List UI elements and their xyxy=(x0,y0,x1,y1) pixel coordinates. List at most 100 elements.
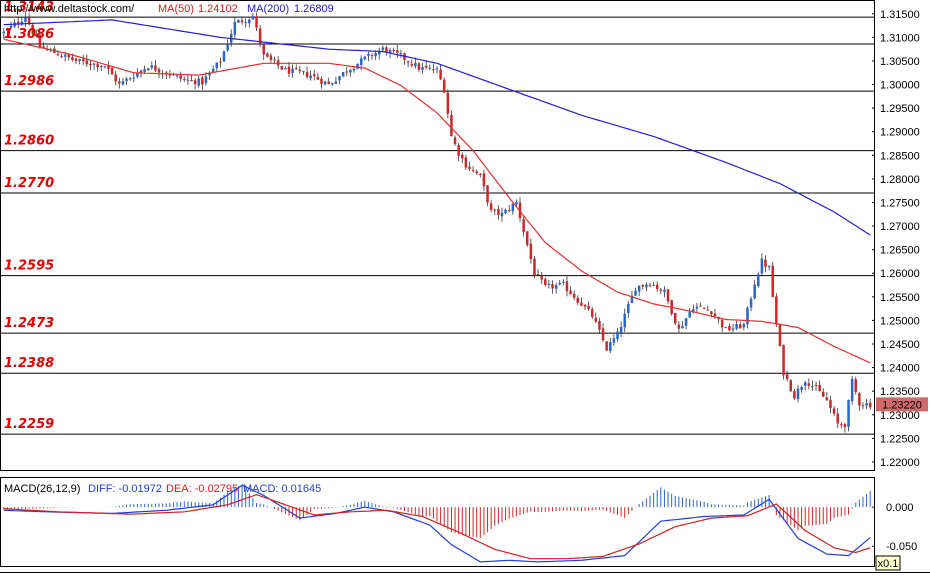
candle-body xyxy=(630,295,634,304)
candle-body xyxy=(175,75,179,77)
candle-body xyxy=(370,55,374,57)
ma50-value: 1.24102 xyxy=(198,3,238,15)
candle-body xyxy=(692,309,695,313)
price-axis-label: 1.30000 xyxy=(880,80,920,92)
candle-body xyxy=(637,285,641,292)
price-axis-label: 1.31000 xyxy=(880,32,920,44)
level-label: 1.2986 xyxy=(4,74,54,89)
candle-body xyxy=(222,51,226,62)
macd-histogram xyxy=(3,484,871,539)
candle-body xyxy=(56,54,60,56)
candle-body xyxy=(587,305,590,309)
price-axis-label: 1.28500 xyxy=(880,150,920,162)
candle-body xyxy=(800,386,803,390)
candle-body xyxy=(74,58,78,62)
candle-body xyxy=(475,171,478,174)
candle-body xyxy=(103,66,107,68)
price-axis-label: 1.31500 xyxy=(880,9,920,21)
candle-body xyxy=(377,50,381,55)
level-label: 1.2595 xyxy=(4,259,54,274)
candle-body xyxy=(154,65,157,71)
candle-body xyxy=(298,69,302,72)
candle-body xyxy=(753,284,756,299)
macd-diff-line xyxy=(3,484,871,563)
candle-body xyxy=(843,424,847,428)
candle-body xyxy=(432,69,435,71)
candle-body xyxy=(731,328,735,330)
candle-body xyxy=(251,16,255,20)
level-label: 1.2388 xyxy=(4,356,54,371)
macd-dea-value: DEA: -0.02795 xyxy=(166,483,238,495)
candle-body xyxy=(500,212,504,217)
candle-body xyxy=(20,21,24,24)
candle-body xyxy=(590,309,594,317)
candle-body xyxy=(547,283,551,285)
candle-body xyxy=(193,80,197,85)
candle-body xyxy=(92,63,96,65)
candle-body xyxy=(558,282,562,285)
candle-body xyxy=(713,313,717,317)
ma50-line xyxy=(3,38,871,364)
price-axis-label: 1.25500 xyxy=(880,292,920,304)
price-axis-label: 1.24500 xyxy=(880,339,920,351)
candle-body xyxy=(785,374,789,380)
candle-body xyxy=(280,66,284,70)
price-axis-label: 1.26500 xyxy=(880,245,920,257)
candle-body xyxy=(767,266,771,268)
candle-body xyxy=(699,305,702,307)
candle-body xyxy=(840,424,843,426)
candle-body xyxy=(67,54,71,58)
candle-body xyxy=(352,68,356,71)
candle-body xyxy=(287,66,291,74)
candle-body xyxy=(320,78,323,84)
candle-body xyxy=(226,43,229,51)
candle-body xyxy=(764,259,767,267)
candle-body xyxy=(464,157,468,168)
candle-body xyxy=(9,25,13,28)
candle-body xyxy=(186,79,190,81)
macd-macd-value: MACD: 0.01645 xyxy=(243,483,321,495)
candle-body xyxy=(240,20,244,23)
candle-body xyxy=(435,68,439,70)
candle-body xyxy=(598,321,601,330)
macd-dea-line xyxy=(3,493,871,560)
candle-body xyxy=(619,326,623,333)
candle-body xyxy=(829,399,832,409)
candle-body xyxy=(89,63,92,66)
candle-body xyxy=(746,307,749,325)
site-url[interactable]: http://www.deltastock.com/ xyxy=(4,3,135,15)
candle-body xyxy=(114,74,117,82)
macd-axis-label: -0.050 xyxy=(886,541,917,553)
candle-body xyxy=(305,72,309,77)
price-axis-label: 1.30500 xyxy=(880,56,920,68)
candle-body xyxy=(525,231,529,245)
candle-body xyxy=(580,302,583,306)
macd-axis: 0.000 -0.050 xyxy=(872,502,917,553)
candle-body xyxy=(652,285,655,287)
zoom-badge[interactable]: x0.1 xyxy=(875,555,901,571)
candle-body xyxy=(673,312,677,324)
price-axis: 1.31500 1.31000 1.30500 1.30000 1.29500 1.290… xyxy=(872,9,920,469)
candle-body xyxy=(551,284,554,289)
candle-body xyxy=(775,296,778,325)
candle-body xyxy=(486,185,489,203)
price-axis-label: 1.22000 xyxy=(880,457,920,469)
candle-body xyxy=(634,290,637,296)
macd-label: MACD(26,12,9) xyxy=(4,483,80,495)
candle-body xyxy=(381,47,385,50)
price-axis-label: 1.22500 xyxy=(880,433,920,445)
candle-body xyxy=(128,78,132,80)
candle-body xyxy=(738,324,742,329)
candle-body xyxy=(832,408,836,414)
candle-body xyxy=(414,63,417,67)
candle-body xyxy=(118,81,121,84)
candle-body xyxy=(291,68,294,73)
candle-body xyxy=(760,258,764,274)
candle-body xyxy=(601,328,605,341)
candle-body xyxy=(771,265,774,298)
candle-body xyxy=(515,201,518,205)
candle-body xyxy=(645,284,648,288)
candle-body xyxy=(183,79,186,81)
level-label: 1.3086 xyxy=(4,27,54,42)
